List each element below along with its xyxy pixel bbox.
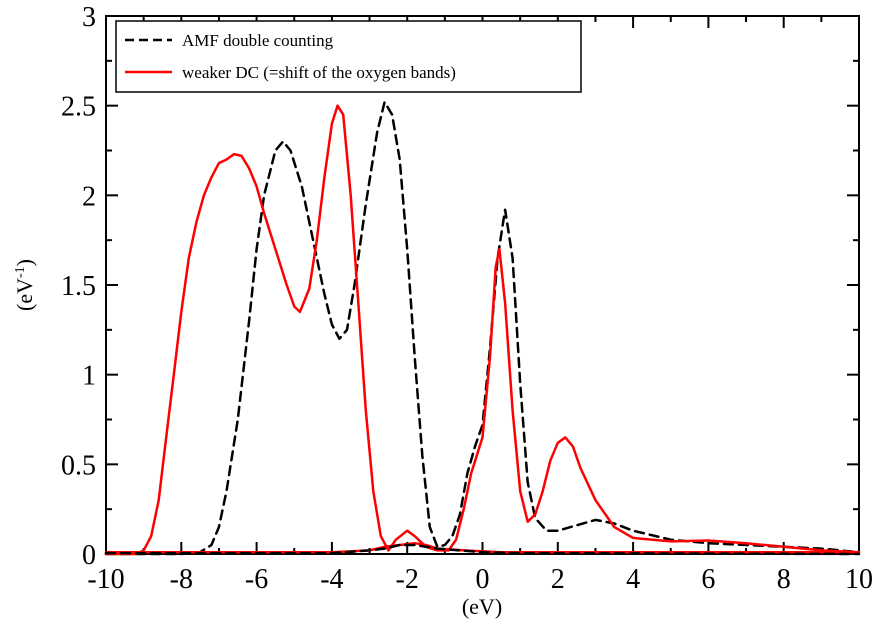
- y-tick-label: 2: [82, 181, 96, 212]
- series-line-0: [104, 100, 861, 556]
- x-axis-title: (eV): [462, 594, 502, 619]
- x-tick-label: -4: [320, 564, 343, 595]
- x-tick-label: -8: [170, 564, 193, 595]
- y-tick-label: 1: [82, 361, 96, 392]
- y-tick-label: 0: [82, 540, 96, 571]
- y-axis-title-close: ): [12, 259, 37, 266]
- x-tick-label: 6: [701, 564, 715, 595]
- y-axis-title-base: (eV: [12, 278, 37, 311]
- y-tick-label: 3: [82, 2, 96, 33]
- legend: AMF double counting weaker DC (=shift of…: [115, 20, 582, 93]
- tick-labels: -10 -8 -6 -4 -2 0 2 4 6 8 10 0 0.5 1 1.5 2 2.5 3: [61, 2, 873, 595]
- y-axis-title: (eV-1): [12, 259, 37, 311]
- x-tick-label: -10: [87, 564, 124, 595]
- series-line-1: [104, 104, 861, 556]
- y-tick-label: 1.5: [61, 271, 96, 302]
- x-tick-label: 2: [551, 564, 565, 595]
- plot-area: [105, 15, 860, 555]
- legend-label-amf: AMF double counting: [182, 31, 334, 50]
- x-tick-label: 0: [476, 564, 490, 595]
- x-tick-label: -6: [245, 564, 268, 595]
- y-tick-label: 2.5: [61, 92, 96, 123]
- legend-box: [115, 20, 582, 93]
- series-line-3: [104, 543, 861, 556]
- y-tick-label: 0.5: [61, 450, 96, 481]
- series-line-2: [104, 541, 861, 554]
- x-tick-label: 10: [845, 564, 873, 595]
- series-layer: [104, 100, 861, 556]
- legend-label-weaker-dc: weaker DC (=shift of the oxygen bands): [182, 63, 456, 82]
- x-tick-label: 4: [626, 564, 640, 595]
- y-axis-title-sup: -1: [13, 266, 28, 278]
- x-tick-label: -2: [396, 564, 419, 595]
- x-tick-label: 8: [777, 564, 791, 595]
